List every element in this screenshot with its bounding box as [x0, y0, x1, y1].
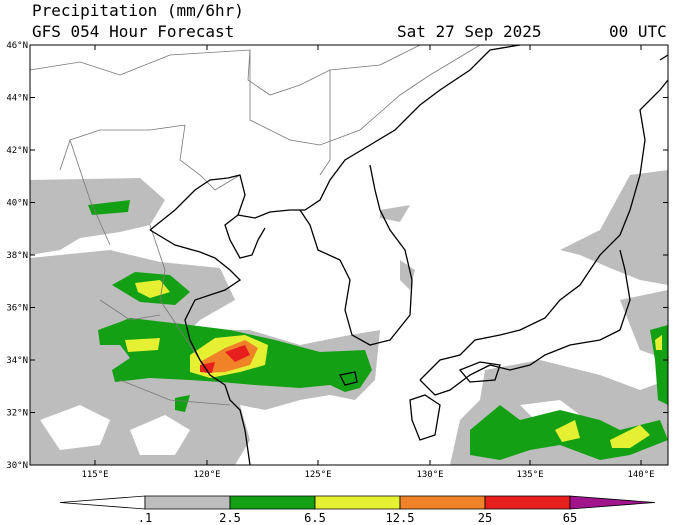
lat-label: 44°N — [6, 94, 28, 104]
lat-label: 40°N — [6, 199, 28, 209]
colorbar-segment — [314, 495, 401, 510]
colorbar-segment — [229, 495, 316, 510]
colorbar-label: 6.5 — [304, 511, 326, 525]
lon-label: 125°E — [304, 470, 331, 480]
date: Sat 27 Sep 2025 — [397, 22, 542, 41]
lat-label: 38°N — [6, 251, 28, 261]
lat-label: 30°N — [6, 461, 28, 471]
colorbar-segment — [399, 495, 486, 510]
lat-label: 36°N — [6, 304, 28, 314]
colorbar-label: 65 — [563, 511, 577, 525]
lon-label: 120°E — [193, 470, 220, 480]
colorbar-segment — [59, 495, 146, 510]
colorbar-segment — [569, 495, 656, 510]
colorbar-segment — [144, 495, 231, 510]
subtitle: GFS 054 Hour Forecast — [32, 22, 234, 41]
colorbar-label: .1 — [138, 511, 152, 525]
colorbar: .1 2.5 6.5 12.5 25 65 — [59, 495, 656, 525]
map: 46°N 44°N 42°N 40°N 38°N 36°N 34°N 32°N 30°N 115°… — [6, 41, 669, 480]
lat-label: 42°N — [6, 146, 28, 156]
lon-label: 115°E — [81, 470, 108, 480]
lon-label: 140°E — [627, 470, 654, 480]
lat-label: 32°N — [6, 409, 28, 419]
title: Precipitation (mm/6hr) — [32, 1, 244, 20]
lat-label: 34°N — [6, 356, 28, 366]
lon-label: 130°E — [416, 470, 443, 480]
colorbar-label: 12.5 — [386, 511, 415, 525]
colorbar-segment — [484, 495, 571, 510]
lat-label: 46°N — [6, 41, 28, 51]
lon-label: 135°E — [516, 470, 543, 480]
precip-extreme — [200, 345, 250, 373]
colorbar-label: 2.5 — [219, 511, 241, 525]
colorbar-label: 25 — [478, 511, 492, 525]
time: 00 UTC — [609, 22, 667, 41]
